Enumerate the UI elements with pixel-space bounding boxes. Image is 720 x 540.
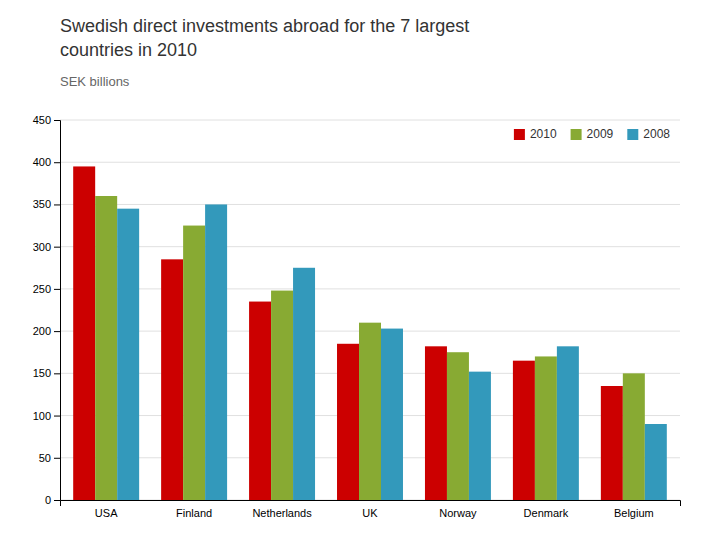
chart: Swedish direct investments abroad for th… (0, 0, 720, 540)
bar (249, 302, 271, 500)
bar (447, 352, 469, 500)
title: countries in 2010 (60, 40, 197, 60)
tick: Finland (176, 507, 212, 519)
tick-label: 150 (33, 367, 51, 379)
tick-mark (54, 289, 60, 290)
tick-mark (54, 331, 60, 332)
title: Swedish direct investments abroad for th… (60, 16, 469, 36)
tick: 350 (33, 198, 60, 210)
bars (73, 166, 667, 500)
tick: Netherlands (252, 507, 312, 519)
tick-mark (54, 458, 60, 459)
tick-label: 400 (33, 156, 51, 168)
tick: 0 (45, 494, 60, 506)
x-axis: USA Finland Netherlands UK Norway Denmark Belg… (61, 501, 681, 519)
y-axis: 0 50 100 150 200 250 300 350 400 450 (33, 114, 61, 506)
tick-label: UK (362, 507, 378, 519)
tick: 50 (39, 452, 60, 464)
tick-mark (54, 204, 60, 205)
tick: 400 (33, 156, 60, 168)
axis-domain (61, 501, 681, 507)
grid (60, 120, 680, 500)
tick-label: 100 (33, 410, 51, 422)
bar (271, 291, 293, 500)
legend-swatch (514, 129, 525, 140)
tick-label: Belgium (614, 507, 654, 519)
tick: 100 (33, 410, 60, 422)
grid-line (60, 246, 680, 247)
tick: Denmark (524, 507, 569, 519)
tick: 300 (33, 241, 60, 253)
bar (645, 424, 667, 500)
bar (535, 356, 557, 500)
legend-item: 2010 (514, 127, 557, 141)
tick-label: 450 (33, 114, 51, 126)
bar (601, 386, 623, 500)
tick: 450 (33, 114, 60, 126)
bar-series (95, 196, 645, 500)
tick: USA (95, 507, 118, 519)
grid-line (60, 288, 680, 289)
tick: UK (362, 507, 378, 519)
bar (337, 344, 359, 500)
bar (95, 196, 117, 500)
tick-label: 50 (39, 452, 51, 464)
tick-label: 200 (33, 325, 51, 337)
tick-label: Finland (176, 507, 212, 519)
tick-label: Denmark (524, 507, 569, 519)
tick: 200 (33, 325, 60, 337)
tick-label: Norway (439, 507, 477, 519)
grid-line (60, 120, 680, 121)
legend-swatch (571, 129, 582, 140)
bar (359, 323, 381, 500)
tick-mark (54, 416, 60, 417)
tick-mark (54, 162, 60, 163)
bar (73, 166, 95, 500)
tick-label: Netherlands (252, 507, 312, 519)
tick: 250 (33, 283, 60, 295)
tick: Norway (439, 507, 477, 519)
subtitle: SEK billions (60, 74, 130, 89)
axis-domain (54, 121, 61, 501)
tick-mark (54, 120, 60, 121)
legend-label: 2009 (587, 127, 614, 141)
tick-label: USA (95, 507, 118, 519)
tick: 150 (33, 367, 60, 379)
legend-item: 2008 (627, 127, 670, 141)
bar-series (117, 204, 667, 500)
bar (117, 209, 139, 500)
bar-series (73, 166, 623, 500)
bar (513, 361, 535, 500)
grid-line (60, 204, 680, 205)
tick-label: 0 (45, 494, 51, 506)
bar (469, 372, 491, 500)
legend-label: 2008 (643, 127, 670, 141)
bar (293, 268, 315, 500)
legend-item: 2009 (571, 127, 614, 141)
bar (161, 259, 183, 500)
tick-label: 300 (33, 241, 51, 253)
bar (205, 204, 227, 500)
title-group: Swedish direct investments abroad for th… (60, 16, 469, 60)
grid-line (60, 162, 680, 163)
tick-mark (54, 373, 60, 374)
legend-label: 2010 (530, 127, 557, 141)
bar (623, 373, 645, 500)
bar (557, 346, 579, 500)
bar (425, 346, 447, 500)
tick-mark (54, 500, 60, 501)
tick-label: 350 (33, 198, 51, 210)
bar (381, 329, 403, 500)
tick-label: 250 (33, 283, 51, 295)
legend: 2010 2009 2008 (514, 127, 670, 141)
tick: Belgium (614, 507, 654, 519)
plot: 0 50 100 150 200 250 300 350 400 450 USA Finland Net… (33, 114, 681, 519)
tick-mark (54, 247, 60, 248)
legend-swatch (627, 129, 638, 140)
bar (183, 226, 205, 500)
